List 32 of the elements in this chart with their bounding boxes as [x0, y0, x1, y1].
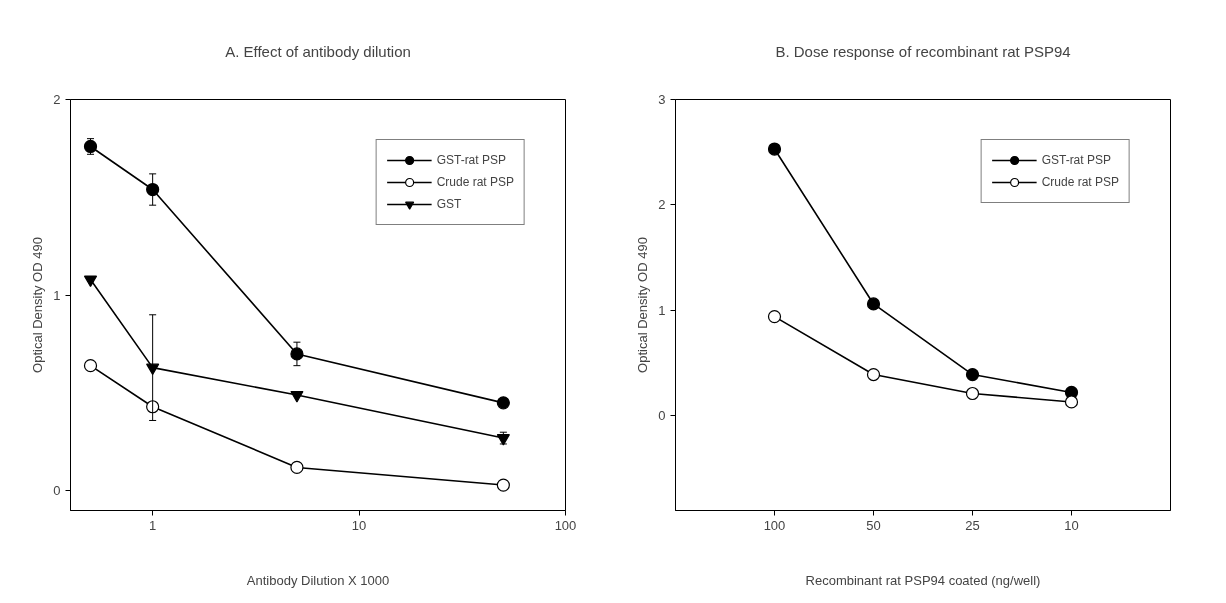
- y-tick-label: 1: [658, 302, 666, 318]
- x-tick-label: 100: [763, 517, 786, 533]
- point: [866, 297, 881, 311]
- point: [767, 142, 782, 156]
- point: [965, 367, 980, 382]
- legend-label: Crude rat PSP: [436, 175, 514, 189]
- point: [965, 386, 980, 401]
- y-tick-label: 0: [658, 408, 666, 424]
- chart-title: A. Effect of antibody dilution: [225, 42, 411, 60]
- x-axis-title: Antibody Dilution X 1000: [246, 572, 390, 588]
- legend-label: GST-rat PSP: [1041, 153, 1111, 167]
- x-tick-label: 100: [554, 517, 577, 533]
- x-tick-label: 25: [965, 517, 980, 533]
- chart-title: B. Dose response of recombinant rat PSP94: [775, 42, 1071, 60]
- x-tick-label: 10: [351, 517, 367, 533]
- y-tick-label: 3: [658, 92, 666, 107]
- point: [767, 310, 782, 324]
- x-tick-label: 50: [866, 517, 881, 533]
- point: [866, 367, 881, 382]
- x-axis-title: Recombinant rat PSP94 coated (ng/well): [805, 572, 1041, 588]
- y-tick-label: 1: [53, 287, 61, 303]
- y-tick-label: 0: [53, 483, 61, 499]
- y-axis-title: Optical Density OD 490: [635, 237, 651, 373]
- x-tick-label: 1: [149, 517, 157, 533]
- point: [1064, 395, 1079, 409]
- x-tick-label: 10: [1064, 517, 1079, 533]
- y-tick-label: 2: [658, 197, 666, 213]
- legend-label: GST-rat PSP: [436, 153, 506, 167]
- y-tick-label: 2: [53, 92, 61, 107]
- y-axis-title: Optical Density OD 490: [30, 237, 46, 373]
- legend-label: Crude rat PSP: [1041, 175, 1119, 189]
- legend-label: GST: [436, 197, 462, 211]
